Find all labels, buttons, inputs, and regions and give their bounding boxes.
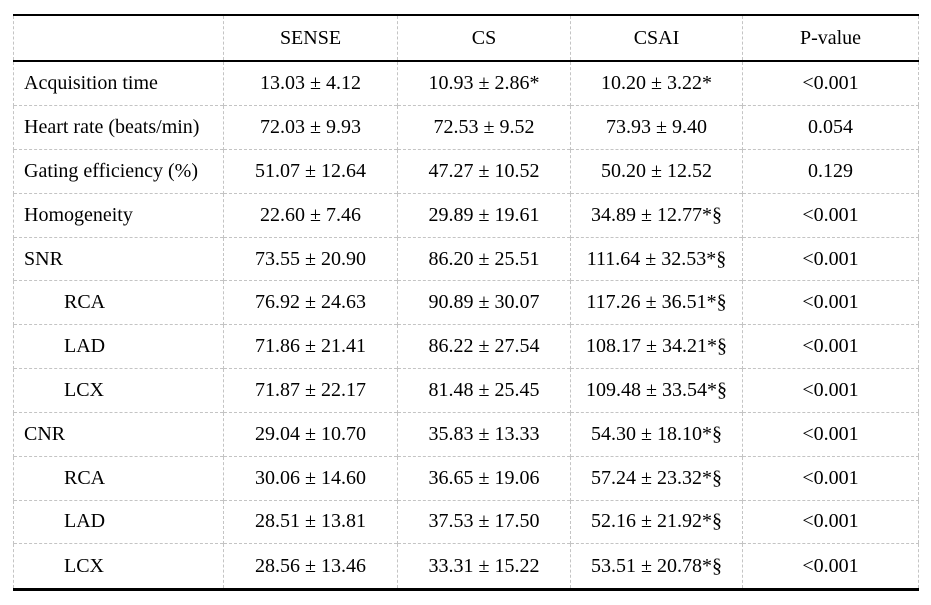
column-header-rowlabel — [13, 15, 224, 62]
value-cell: 53.51 ± 20.78*§ — [570, 543, 743, 590]
column-header-cs: CS — [397, 15, 571, 62]
column-header-csai: CSAI — [570, 15, 743, 62]
value-cell: 90.89 ± 30.07 — [397, 280, 571, 325]
row-label: Acquisition time — [13, 60, 224, 106]
value-cell: 0.129 — [742, 149, 919, 194]
table-row: CNR 29.04 ± 10.70 35.83 ± 13.33 54.30 ± 18.… — [13, 411, 919, 457]
value-cell: 76.92 ± 24.63 — [223, 280, 398, 325]
value-cell: 10.20 ± 3.22* — [570, 60, 743, 106]
value-cell: 54.30 ± 18.10*§ — [570, 411, 743, 457]
value-cell: 72.53 ± 9.52 — [397, 105, 571, 150]
row-label: SNR — [13, 236, 224, 281]
row-label: Gating efficiency (%) — [13, 149, 224, 194]
column-header-pvalue: P-value — [742, 15, 919, 62]
value-cell: 73.93 ± 9.40 — [570, 105, 743, 150]
value-cell: 73.55 ± 20.90 — [223, 236, 398, 281]
table-row: LCX 71.87 ± 22.17 81.48 ± 25.45 109.48 ± 33… — [13, 368, 919, 413]
table-container: SENSE CS CSAI P-value Acquisition time 13… — [13, 14, 919, 591]
value-cell: 86.22 ± 27.54 — [397, 324, 571, 369]
value-cell: 57.24 ± 23.32*§ — [570, 455, 743, 501]
value-cell: 37.53 ± 17.50 — [397, 499, 571, 544]
value-cell: <0.001 — [742, 192, 919, 238]
row-label: LAD — [13, 324, 224, 369]
value-cell: 29.04 ± 10.70 — [223, 411, 398, 457]
value-cell: 36.65 ± 19.06 — [397, 455, 571, 501]
row-label: Homogeneity — [13, 192, 224, 238]
table-row: RCA 76.92 ± 24.63 90.89 ± 30.07 117.26 ± 36… — [13, 280, 919, 325]
row-label: LCX — [13, 368, 224, 413]
header-row: SENSE CS CSAI P-value — [13, 15, 919, 62]
value-cell: 28.51 ± 13.81 — [223, 499, 398, 544]
table-row: LAD 28.51 ± 13.81 37.53 ± 17.50 52.16 ± 21.… — [13, 499, 919, 544]
value-cell: 52.16 ± 21.92*§ — [570, 499, 743, 544]
table-row: SNR 73.55 ± 20.90 86.20 ± 25.51 111.64 ± 32… — [13, 236, 919, 281]
table-row: RCA 30.06 ± 14.60 36.65 ± 19.06 57.24 ± 23.… — [13, 455, 919, 501]
value-cell: <0.001 — [742, 455, 919, 501]
value-cell: <0.001 — [742, 543, 919, 590]
value-cell: 111.64 ± 32.53*§ — [570, 236, 743, 281]
row-label: LCX — [13, 543, 224, 590]
value-cell: <0.001 — [742, 499, 919, 544]
value-cell: <0.001 — [742, 60, 919, 106]
value-cell: <0.001 — [742, 236, 919, 281]
table-row: LAD 71.86 ± 21.41 86.22 ± 27.54 108.17 ± 34… — [13, 324, 919, 369]
column-header-sense: SENSE — [223, 15, 398, 62]
row-label: CNR — [13, 411, 224, 457]
value-cell: 51.07 ± 12.64 — [223, 149, 398, 194]
table-body: Acquisition time 13.03 ± 4.12 10.93 ± 2.86… — [13, 60, 919, 590]
table-header: SENSE CS CSAI P-value — [13, 15, 919, 62]
value-cell: 34.89 ± 12.77*§ — [570, 192, 743, 238]
value-cell: 81.48 ± 25.45 — [397, 368, 571, 413]
table-row: Heart rate (beats/min) 72.03 ± 9.93 72.53 … — [13, 105, 919, 150]
row-label: RCA — [13, 280, 224, 325]
value-cell: 30.06 ± 14.60 — [223, 455, 398, 501]
value-cell: 22.60 ± 7.46 — [223, 192, 398, 238]
value-cell: <0.001 — [742, 324, 919, 369]
value-cell: <0.001 — [742, 368, 919, 413]
table-row: Homogeneity 22.60 ± 7.46 29.89 ± 19.61 34.8… — [13, 192, 919, 238]
value-cell: 50.20 ± 12.52 — [570, 149, 743, 194]
value-cell: 109.48 ± 33.54*§ — [570, 368, 743, 413]
value-cell: 47.27 ± 10.52 — [397, 149, 571, 194]
value-cell: <0.001 — [742, 280, 919, 325]
value-cell: 72.03 ± 9.93 — [223, 105, 398, 150]
value-cell: 71.86 ± 21.41 — [223, 324, 398, 369]
table-row: Acquisition time 13.03 ± 4.12 10.93 ± 2.86… — [13, 60, 919, 106]
row-label: RCA — [13, 455, 224, 501]
value-cell: 35.83 ± 13.33 — [397, 411, 571, 457]
value-cell: 117.26 ± 36.51*§ — [570, 280, 743, 325]
row-label: Heart rate (beats/min) — [13, 105, 224, 150]
comparison-table: SENSE CS CSAI P-value Acquisition time 13… — [13, 14, 919, 591]
value-cell: 0.054 — [742, 105, 919, 150]
value-cell: 71.87 ± 22.17 — [223, 368, 398, 413]
value-cell: 86.20 ± 25.51 — [397, 236, 571, 281]
value-cell: 108.17 ± 34.21*§ — [570, 324, 743, 369]
table-row: LCX 28.56 ± 13.46 33.31 ± 15.22 53.51 ± 20.… — [13, 543, 919, 590]
table-row: Gating efficiency (%) 51.07 ± 12.64 47.27 … — [13, 149, 919, 194]
value-cell: 33.31 ± 15.22 — [397, 543, 571, 590]
value-cell: 28.56 ± 13.46 — [223, 543, 398, 590]
row-label: LAD — [13, 499, 224, 544]
value-cell: <0.001 — [742, 411, 919, 457]
value-cell: 13.03 ± 4.12 — [223, 60, 398, 106]
value-cell: 29.89 ± 19.61 — [397, 192, 571, 238]
value-cell: 10.93 ± 2.86* — [397, 60, 571, 106]
